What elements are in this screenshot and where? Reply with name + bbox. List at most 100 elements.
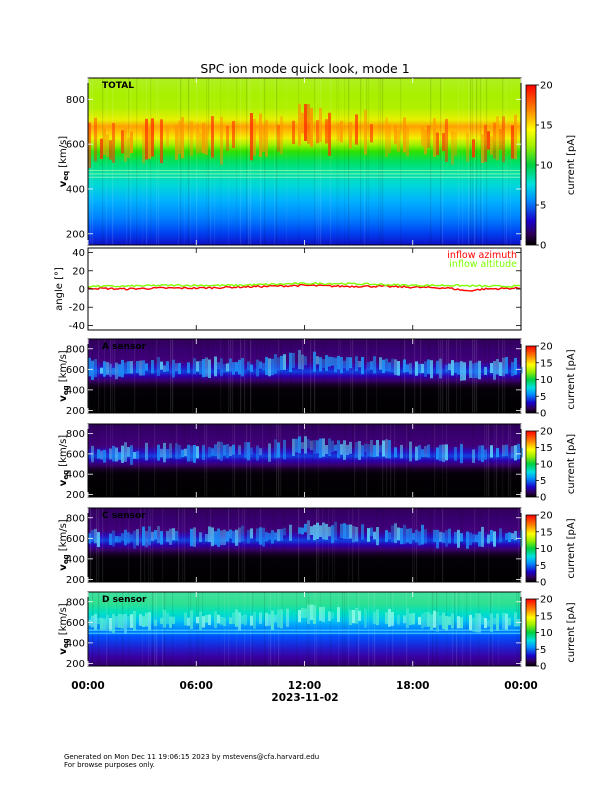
y-tick-label: 800 <box>66 513 85 524</box>
beam-band <box>91 436 523 465</box>
footer-generated-line: Generated on Mon Dec 11 19:06:15 2023 by… <box>64 753 320 761</box>
colorbar-tick-label: 20 <box>540 427 553 438</box>
colorbar-tick-label: 5 <box>540 561 546 572</box>
colorbar-tick-label: 15 <box>540 527 553 538</box>
y-tick-label: 200 <box>66 490 85 501</box>
y-tick-label: 800 <box>66 95 85 106</box>
panel-label: A sensor <box>102 342 147 352</box>
colorbar-tick-label: 20 <box>540 342 553 353</box>
y-tick-label: 200 <box>66 575 85 586</box>
y-axis-label: veq [km/s] <box>58 603 70 654</box>
colorbar-label: current [pA] <box>566 135 577 195</box>
y-tick-label: 400 <box>66 385 85 396</box>
colorbar-tick-label: 5 <box>540 392 546 403</box>
colorbar-tick-label: 0 <box>540 493 546 504</box>
panel-D: D sensor 0 5 10 15 20 current [pA] veq [km/s] 20… <box>58 591 577 673</box>
colorbar <box>525 345 537 414</box>
colorbar-tick-label: 10 <box>540 544 553 555</box>
heatmap-background <box>88 592 521 666</box>
colorbar <box>525 598 537 667</box>
y-axis-label: veq [km/s] <box>58 519 70 570</box>
colorbar-tick-label: 10 <box>540 375 553 386</box>
x-tick-label: 06:00 <box>180 680 213 692</box>
heatmap-background <box>88 424 521 497</box>
y-axis-label: veq [km/s] <box>58 435 70 486</box>
y-axis-label: veq [km/s] <box>58 136 70 187</box>
x-axis: 00:00 06:00 12:00 18:00 00:00 <box>71 680 537 692</box>
colorbar-tick-label: 20 <box>540 81 553 92</box>
colorbar-tick-label: 5 <box>540 645 546 656</box>
x-tick-label: 18:00 <box>396 680 429 692</box>
panel-label: D sensor <box>102 595 147 605</box>
colorbar-tick-label: 15 <box>540 358 553 369</box>
y-tick-label: 400 <box>66 470 85 481</box>
chart-title: SPC ion mode quick look, mode 1 <box>200 61 409 76</box>
colorbar-tick-label: 20 <box>540 595 553 606</box>
panel-B: 0 5 10 15 20 current [pA] veq [km/s] 200 400 600 8… <box>58 423 577 504</box>
heatmap-background <box>88 339 521 413</box>
y-tick-label: 40 <box>72 248 85 259</box>
y-tick-label: 400 <box>66 554 85 565</box>
colorbar-tick-label: 0 <box>540 409 546 420</box>
y-tick-label: -40 <box>69 321 85 332</box>
y-tick-label: 20 <box>72 266 85 277</box>
colorbar-tick-label: 5 <box>540 476 546 487</box>
colorbar <box>525 84 537 246</box>
colorbar-tick-label: 0 <box>540 578 546 589</box>
y-tick-label: 800 <box>66 429 85 440</box>
beam-band <box>88 103 517 169</box>
heatmap-background <box>88 508 521 582</box>
panel-label: C sensor <box>102 511 146 521</box>
footer-browse-note: For browse purposes only. <box>64 761 155 769</box>
colorbar-tick-label: 15 <box>540 611 553 622</box>
y-tick-label: 600 <box>66 140 85 151</box>
colorbar-tick-label: 0 <box>540 662 546 673</box>
legend-entry: inflow altitude <box>449 259 517 270</box>
colorbar-tick-label: 10 <box>540 161 553 172</box>
footer: Generated on Mon Dec 11 19:06:15 2023 by… <box>64 753 319 769</box>
colorbar-label: current [pA] <box>566 602 577 662</box>
x-tick-label: 00:00 <box>71 680 104 692</box>
y-tick-label: 600 <box>66 534 85 545</box>
panel-C: C sensor 0 5 10 15 20 current [pA] veq [km/s] 20… <box>58 507 577 589</box>
y-tick-label: 800 <box>66 344 85 355</box>
heatmap-texture <box>88 78 512 245</box>
panel-label: TOTAL <box>102 81 134 91</box>
y-tick-label: 400 <box>66 638 85 649</box>
beam-band <box>88 349 523 381</box>
colorbar-tick-label: 15 <box>540 121 553 132</box>
y-tick-label: -20 <box>69 303 85 314</box>
colorbar <box>525 430 537 498</box>
y-tick-label: 200 <box>66 229 85 240</box>
date-label: 2023-11-02 <box>271 692 338 704</box>
y-tick-label: 600 <box>66 365 85 376</box>
y-tick-label: 400 <box>66 184 85 195</box>
panel-total: TOTAL 0 5 10 15 20 current [pA] veq [km/s] 200 40… <box>58 77 577 252</box>
colorbar-tick-label: 10 <box>540 628 553 639</box>
colorbar-tick-label: 5 <box>540 201 546 212</box>
series-line-altitude <box>87 282 521 288</box>
colorbar-tick-label: 0 <box>540 241 546 252</box>
colorbar-label: current [pA] <box>566 434 577 494</box>
x-tick-label: 12:00 <box>288 680 321 692</box>
y-tick-label: 200 <box>66 659 85 670</box>
y-axis-label: angle [°] <box>54 267 65 311</box>
colorbar-label: current [pA] <box>566 349 577 409</box>
angle-background <box>88 248 521 330</box>
colorbar-label: current [pA] <box>566 518 577 578</box>
colorbar-tick-label: 10 <box>540 460 553 471</box>
colorbar <box>525 514 537 583</box>
x-tick-label: 00:00 <box>504 680 537 692</box>
y-tick-label: 800 <box>66 597 85 608</box>
y-tick-label: 200 <box>66 406 85 417</box>
y-tick-label: 0 <box>79 285 85 296</box>
y-tick-label: 600 <box>66 449 85 460</box>
panel-A: A sensor 0 5 10 15 20 current [pA] veq [km/s] 20… <box>58 338 577 420</box>
beam-band <box>88 520 523 549</box>
series-line-azimuth <box>87 283 520 292</box>
y-axis-label: veq [km/s] <box>58 350 70 401</box>
heatmap-background <box>88 78 521 245</box>
legend-entry: inflow azimuth <box>447 250 517 261</box>
